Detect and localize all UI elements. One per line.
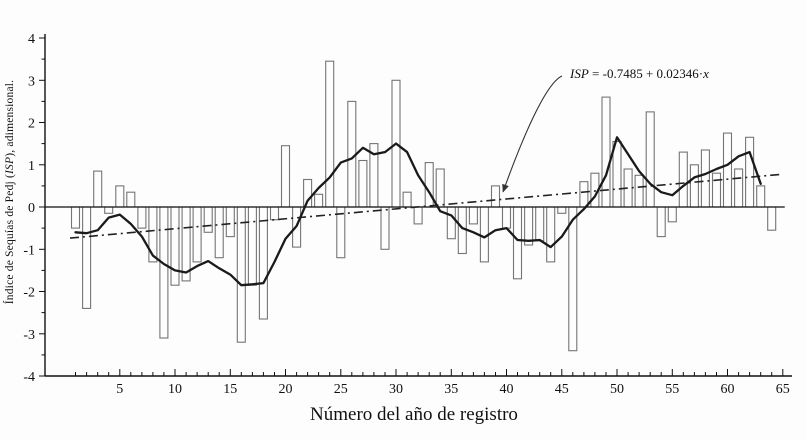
bar-year-33	[424, 162, 434, 208]
bar-year-9	[159, 206, 169, 339]
bar-year-7	[137, 206, 147, 229]
bar-year-4	[104, 206, 114, 214]
bar-year-29	[380, 206, 390, 250]
x-tick-label: 10	[168, 382, 182, 397]
x-tick-label: 25	[334, 382, 348, 397]
bar-year-56	[678, 151, 688, 208]
y-tick-label: -1	[23, 243, 35, 258]
bar-year-14	[214, 206, 224, 259]
bar-year-41	[512, 206, 523, 280]
bar-year-54	[656, 206, 666, 238]
bar-year-53	[645, 111, 655, 208]
bar-year-24	[325, 60, 335, 208]
bar-year-55	[667, 206, 677, 223]
bar-year-35	[446, 206, 456, 240]
x-tick-label: 45	[555, 382, 569, 397]
y-tick-label: -2	[23, 286, 35, 301]
bar-year-5	[115, 185, 125, 208]
y-tick-label: -3	[23, 328, 35, 343]
bar-year-42	[524, 206, 534, 246]
bar-year-63	[756, 185, 766, 208]
x-tick-label: 55	[665, 382, 679, 397]
x-tick-label: 40	[500, 382, 514, 397]
bar-year-3	[93, 170, 103, 208]
bar-year-15	[225, 206, 235, 238]
bar-year-62	[745, 136, 755, 208]
bar-year-32	[413, 206, 423, 225]
y-axis-title: Índice de Sequías de Pedj (ISP), adimens…	[4, 79, 16, 305]
bar-year-23	[314, 193, 324, 208]
bar-year-19	[269, 206, 280, 221]
y-tick-label: -4	[23, 370, 35, 385]
x-tick-label: 35	[444, 382, 458, 397]
y-tick-label: 3	[28, 74, 35, 89]
x-tick-label: 30	[389, 382, 403, 397]
trend-line	[69, 173, 783, 239]
bar-year-27	[358, 159, 368, 208]
bar-year-2	[82, 206, 92, 309]
annotation-arrow	[502, 75, 563, 193]
bar-year-31	[402, 191, 412, 208]
bar-year-34	[435, 168, 445, 208]
bar-year-44	[546, 206, 556, 263]
bar-year-18	[258, 206, 268, 320]
bar-year-16	[236, 206, 246, 343]
bar-year-37	[468, 206, 478, 225]
bar-year-13	[203, 206, 213, 233]
y-tick-label: 2	[28, 117, 35, 132]
bar-year-40	[501, 206, 512, 229]
bar-year-10	[170, 206, 180, 286]
x-tick-label: 50	[610, 382, 624, 397]
bar-year-6	[126, 191, 136, 208]
bar-year-39	[490, 185, 501, 208]
smoothed-line	[74, 136, 762, 287]
bar-year-60	[722, 132, 733, 208]
bar-year-20	[280, 145, 291, 208]
bar-year-59	[711, 172, 722, 208]
bar-year-17	[247, 206, 257, 286]
axes-group: 5 10 15 20 25 30 35 40 45 50 55 60 65 -4 -3 -2 -1 0 1 2 3 4	[23, 32, 792, 397]
bar-year-46	[568, 206, 578, 352]
y-tick-label: 4	[28, 32, 35, 47]
bar-year-58	[700, 149, 710, 208]
bar-year-12	[192, 206, 202, 263]
x-tick-label: 20	[279, 382, 293, 397]
y-tick-label: 0	[28, 201, 35, 216]
x-axis-title: Número del año de registro	[310, 404, 518, 425]
bar-year-1	[70, 206, 81, 229]
bar-year-64	[767, 206, 777, 231]
x-tick-label: 15	[223, 382, 237, 397]
trend-equation-label: ISP = -0.7485 + 0.02346·x	[570, 66, 709, 81]
x-tick-label: 60	[721, 382, 735, 397]
bar-year-43	[535, 206, 545, 242]
bar-year-45	[557, 206, 567, 214]
bar-year-52	[634, 174, 644, 208]
y-tick-label: 1	[28, 159, 35, 174]
x-tick-label: 5	[116, 382, 123, 397]
bar-year-50	[612, 140, 622, 208]
bar-year-57	[689, 164, 699, 208]
bar-year-61	[734, 168, 744, 208]
bar-year-47	[579, 181, 589, 208]
x-tick-label: 65	[776, 382, 790, 397]
